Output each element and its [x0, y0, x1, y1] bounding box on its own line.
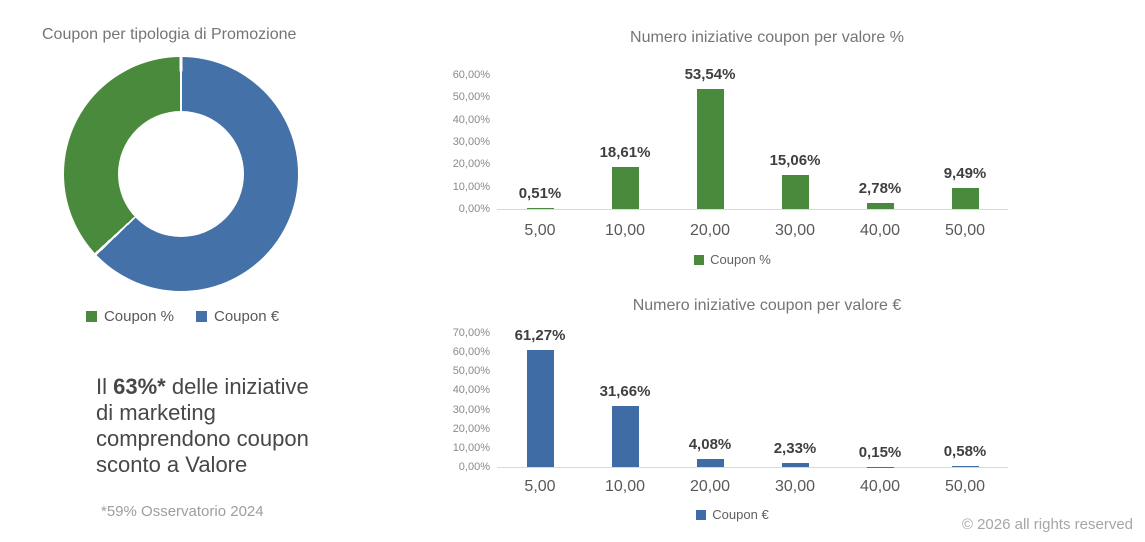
y-axis-tick-label: 30,00%	[452, 403, 490, 416]
donut-legend-label: Coupon €	[214, 308, 280, 325]
headline-line4: sconto a Valore	[96, 452, 248, 477]
y-axis-tick-label: 20,00%	[452, 158, 490, 171]
bar	[611, 406, 639, 467]
y-axis-tick-label: 70,00%	[452, 327, 490, 339]
y-axis-tick-label: 0,00%	[458, 461, 490, 473]
x-axis-category-label: 20,00	[689, 222, 731, 239]
x-axis-category-label: 10,00	[604, 222, 646, 239]
bar	[526, 349, 554, 467]
y-axis-tick-label: 50,00%	[452, 91, 490, 104]
donut-legend-item-coupon-eur: Coupon €	[196, 308, 279, 325]
donut-hole	[118, 111, 244, 237]
bar	[696, 89, 724, 209]
bar-value-label: 4,08%	[688, 436, 732, 454]
bar-value-label: 2,78%	[858, 179, 902, 197]
bar-value-label: 31,66%	[599, 383, 651, 401]
chart-legend: Coupon €	[477, 507, 988, 522]
bar	[696, 459, 724, 467]
x-axis-category-label: 40,00	[859, 478, 901, 495]
donut-legend: Coupon % Coupon €	[40, 308, 325, 325]
bar-value-label: 9,49%	[943, 164, 987, 182]
y-axis-tick-label: 0,00%	[458, 202, 490, 215]
copyright-text: © 2026 all rights reserved	[961, 516, 1133, 533]
x-axis-category-label: 40,00	[859, 222, 901, 239]
bar-value-label: 53,54%	[684, 66, 736, 84]
headline-bold-figure: 63%*	[113, 374, 166, 399]
legend-swatch-icon	[696, 509, 707, 520]
chart-title: Numero iniziative coupon per valore €	[632, 297, 902, 314]
chart-legend: Coupon %	[477, 252, 988, 267]
x-axis-line	[497, 467, 1008, 468]
y-axis-tick-label: 10,00%	[452, 180, 490, 193]
donut-legend-item-coupon-pct: Coupon %	[85, 308, 174, 325]
x-axis-line	[497, 209, 1008, 210]
bar-value-label: 61,27%	[514, 326, 566, 344]
headline-line1-rest: delle iniziative	[165, 374, 309, 399]
y-axis-tick-label: 40,00%	[452, 384, 490, 397]
legend-label: Coupon %	[710, 252, 771, 267]
bar	[951, 465, 979, 467]
bar	[781, 462, 809, 467]
bar	[951, 187, 979, 209]
bar-value-label: 0,15%	[858, 443, 902, 461]
y-axis-tick-label: 10,00%	[452, 441, 490, 454]
donut-legend-label: Coupon %	[103, 308, 174, 325]
x-axis-category-label: 30,00	[774, 222, 816, 239]
bar	[526, 207, 554, 209]
donut-chart-title: Coupon per tipologia di Promozione	[42, 26, 297, 43]
x-axis-category-label: 50,00	[944, 478, 986, 495]
y-axis-tick-label: 60,00%	[452, 69, 490, 81]
x-axis-category-label: 5,00	[524, 222, 556, 239]
y-axis-tick-label: 50,00%	[452, 365, 490, 378]
coupon-eur-swatch-icon	[196, 311, 207, 322]
headline-lead: Il	[96, 374, 114, 399]
x-axis-category-label: 50,00	[944, 222, 986, 239]
bar-value-label: 2,33%	[773, 439, 817, 457]
y-axis-tick-label: 40,00%	[452, 113, 490, 126]
bar-value-label: 15,06%	[769, 152, 821, 170]
bar	[866, 202, 894, 209]
legend-swatch-icon	[694, 254, 705, 265]
y-axis-tick-label: 20,00%	[452, 422, 490, 435]
bar	[781, 175, 809, 209]
bar	[611, 167, 639, 209]
footnote: *59% Osservatorio 2024	[101, 503, 264, 520]
donut-chart	[64, 57, 298, 291]
x-axis-category-label: 5,00	[524, 478, 556, 495]
chart-title: Numero iniziative coupon per valore %	[630, 29, 904, 46]
headline-text: Il 63%* delle iniziative di marketing co…	[96, 374, 326, 478]
headline-line3: comprendono coupon	[96, 426, 309, 451]
x-axis-category-label: 10,00	[604, 478, 646, 495]
x-axis-category-label: 30,00	[774, 478, 816, 495]
y-axis-tick-label: 30,00%	[452, 135, 490, 148]
coupon-pct-swatch-icon	[85, 311, 97, 322]
headline-line2: di marketing	[96, 400, 216, 425]
x-axis-category-label: 20,00	[689, 478, 731, 495]
bar-value-label: 0,58%	[943, 442, 987, 460]
legend-label: Coupon €	[712, 507, 769, 522]
bar-value-label: 0,51%	[518, 184, 562, 202]
bar-value-label: 18,61%	[599, 144, 651, 162]
y-axis-tick-label: 60,00%	[452, 346, 490, 359]
